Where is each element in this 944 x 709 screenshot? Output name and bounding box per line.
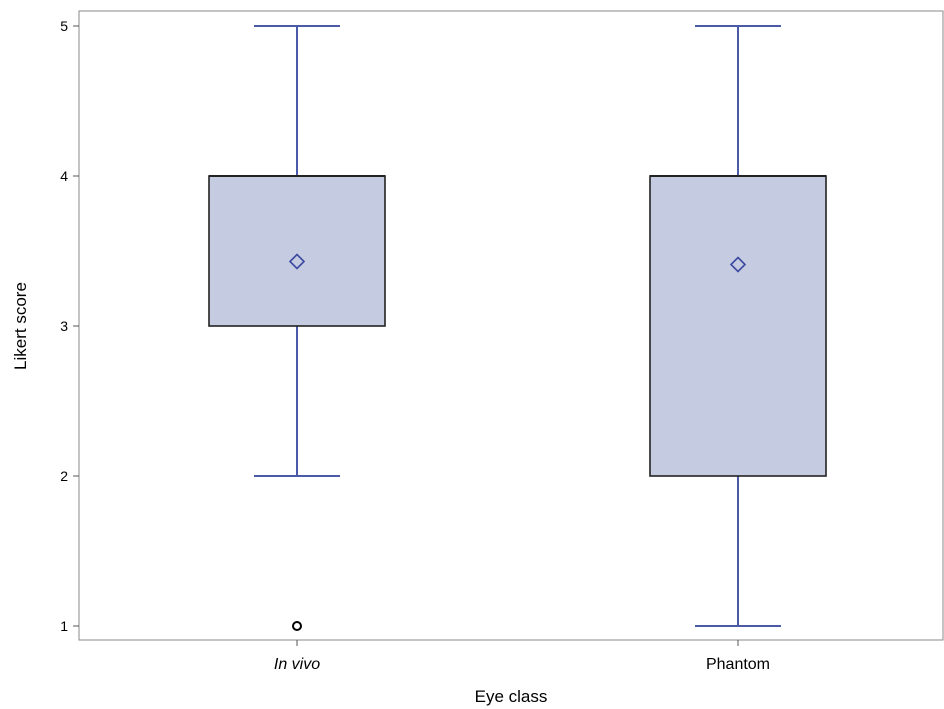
x-tick-label: Phantom [706, 656, 770, 673]
box-series [208, 25, 827, 631]
box-group [649, 25, 827, 627]
outlier-point [292, 621, 302, 631]
x-axis-title: Eye class [475, 687, 548, 706]
iqr-box [208, 175, 386, 327]
mean-marker [288, 253, 306, 270]
x-tick-label: In vivo [274, 656, 320, 673]
x-axis: In vivo Phantom [274, 640, 770, 673]
y-tick-label: 2 [60, 468, 68, 484]
y-tick-label: 4 [60, 168, 68, 184]
y-axis: 1 2 3 4 5 [60, 18, 79, 634]
box-group [208, 25, 386, 631]
y-tick-label: 3 [60, 318, 68, 334]
y-tick-label: 1 [60, 618, 68, 634]
y-axis-title: Likert score [11, 282, 30, 370]
mean-marker [729, 256, 747, 273]
y-tick-label: 5 [60, 18, 68, 34]
iqr-box [649, 175, 827, 477]
